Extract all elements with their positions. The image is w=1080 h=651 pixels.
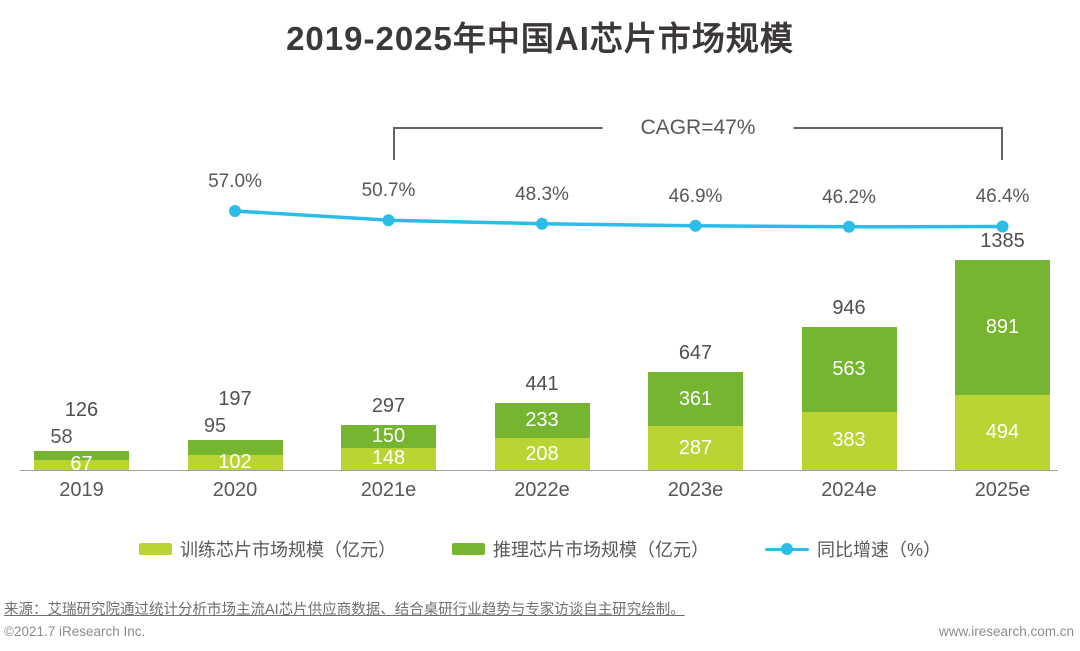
growth-line-dot-icon (764, 543, 809, 556)
bar-value-train: 494 (985, 421, 1020, 444)
bar-segment-infer (187, 440, 283, 455)
bar-value-infer: 150 (371, 424, 406, 447)
bar-total-label: 441 (525, 373, 559, 396)
growth-rate-label: 46.2% (822, 186, 876, 208)
website-text: www.iresearch.com.cn (938, 624, 1074, 639)
legend-label-growth: 同比增速（%） (816, 540, 941, 560)
growth-rate-label: 46.9% (668, 185, 723, 207)
legend-item-growth: 同比增速（%） (764, 536, 941, 562)
bar-value-train: 287 (678, 436, 713, 459)
legend-label-train: 训练芯片市场规模（亿元） (179, 540, 396, 560)
cagr-bracket: CAGR=47% (393, 116, 1003, 160)
source-note: 来源：艾瑞研究院通过统计分析市场主流AI芯片供应商数据、结合桌研行业趋势与专家访… (4, 602, 685, 618)
bar-segment-infer (34, 451, 129, 460)
bar-value-train: 102 (218, 450, 252, 473)
bar-segment-train (648, 426, 743, 470)
axis-category-label: 2025e (974, 479, 1031, 501)
legend-item-infer: 推理芯片市场规模（亿元） (451, 536, 709, 562)
bar-segment-train (34, 459, 129, 470)
bar-segment-infer (494, 403, 590, 439)
bar-segment-train (955, 395, 1050, 470)
bar-value-infer: 563 (832, 357, 866, 380)
axis-category-label: 2021e (360, 479, 417, 501)
bar-value-infer: 233 (525, 409, 559, 432)
growth-rate-label: 57.0% (208, 171, 262, 192)
bar-segment-infer (955, 260, 1050, 396)
bar-value-train: 67 (70, 453, 93, 476)
legend: 训练芯片市场规模（亿元） 推理芯片市场规模（亿元） 同比增速（%） (0, 536, 1080, 562)
growth-rate-label: 50.7% (361, 180, 416, 202)
bar-segment-train (801, 411, 897, 470)
bar-value-infer: 361 (678, 387, 713, 410)
bar-segment-infer (801, 326, 897, 412)
bar-total-label: 946 (832, 296, 866, 319)
bar-total-label: 126 (64, 399, 99, 422)
legend-item-train: 训练芯片市场规模（亿元） (138, 536, 396, 562)
axis-category-label: 2019 (59, 479, 104, 501)
growth-rate-label: 46.4% (975, 186, 1030, 208)
axis-category-label: 2024e (821, 479, 877, 501)
bar-value-train: 148 (371, 447, 406, 470)
copyright-text: ©2021.7 iResearch Inc. (4, 624, 146, 639)
chart-title: 2019-2025年中国AI芯片市场规模 (286, 20, 794, 57)
bar-total-label: 197 (218, 388, 252, 411)
footer: ©2021.7 iResearch Inc. www.iresearch.com… (4, 624, 1074, 639)
bar-segment-infer (648, 371, 743, 427)
axis-category-label: 2023e (667, 479, 724, 501)
bar-segment-train (187, 454, 283, 470)
bar-total-label: 647 (678, 341, 713, 364)
train-series-swatch-icon (138, 543, 172, 555)
bar-segment-train (341, 447, 436, 470)
bar-segment-train (494, 438, 590, 470)
bar-value-infer: 891 (985, 316, 1020, 339)
axis-category-label: 2022e (514, 479, 570, 501)
bar-total-label: 1385 (980, 230, 1025, 253)
x-axis-line (20, 470, 1058, 471)
infer-series-swatch-icon (451, 543, 485, 555)
bar-value-infer: 95 (203, 415, 227, 438)
bar-value-train: 383 (832, 429, 866, 452)
bar-value-train: 208 (525, 442, 559, 465)
legend-label-infer: 推理芯片市场规模（亿元） (492, 540, 709, 560)
growth-rate-label: 48.3% (515, 183, 569, 205)
bar-segment-infer (341, 424, 436, 448)
cagr-label: CAGR=47% (602, 116, 794, 140)
bar-total-label: 297 (371, 394, 406, 417)
bar-value-infer: 58 (50, 426, 73, 449)
axis-category-label: 2020 (212, 479, 258, 501)
